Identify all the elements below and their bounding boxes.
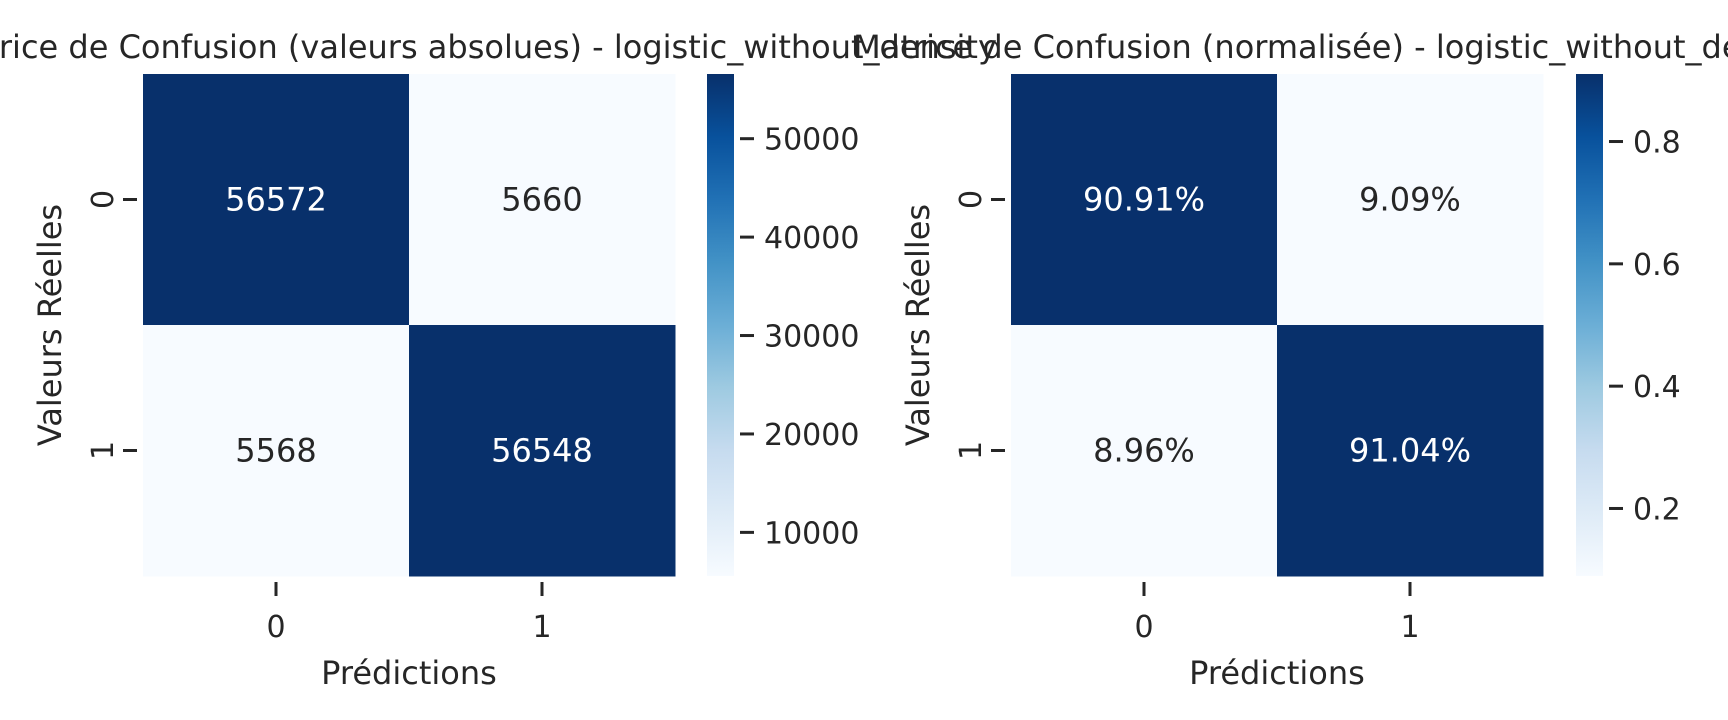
- heatmap-panel-0: Matrice de Confusion (valeurs absolues) …: [0, 28, 997, 692]
- heatmap-cell: [1011, 325, 1278, 577]
- cell-label: 5568: [235, 432, 316, 470]
- y-axis-label: Valeurs Réelles: [31, 204, 69, 446]
- heatmap-cell: [1277, 74, 1544, 326]
- heatmap-cell: [1277, 325, 1544, 577]
- y-tick-label: 1: [86, 441, 121, 460]
- chart-title: Matrice de Confusion (valeurs absolues) …: [0, 28, 997, 66]
- y-tick-label: 0: [954, 190, 989, 209]
- colorbar-tick-label: 50000: [764, 123, 859, 158]
- colorbar-tick-label: 30000: [764, 320, 859, 355]
- cell-label: 91.04%: [1349, 432, 1471, 470]
- cell-label: 5660: [501, 181, 582, 219]
- y-axis-label: Valeurs Réelles: [899, 204, 937, 446]
- colorbar-tick-label: 0.4: [1633, 370, 1681, 405]
- colorbar-tick-label: 0.8: [1633, 126, 1681, 161]
- y-tick-label: 0: [86, 190, 121, 209]
- colorbar: [707, 74, 734, 576]
- colorbar-tick-label: 0.6: [1633, 248, 1681, 283]
- colorbar-tick-label: 20000: [764, 418, 859, 453]
- cell-label: 56548: [491, 432, 593, 470]
- x-tick-label: 0: [266, 610, 285, 645]
- x-axis-label: Prédictions: [1189, 654, 1365, 692]
- heatmap-cell: [143, 74, 410, 326]
- x-axis-label: Prédictions: [321, 654, 497, 692]
- colorbar: [1576, 74, 1603, 576]
- cell-label: 90.91%: [1083, 181, 1205, 219]
- cell-label: 8.96%: [1093, 432, 1195, 470]
- cell-label: 9.09%: [1359, 181, 1461, 219]
- heatmap-panel-1: Matrice de Confusion (normalisée) - logi…: [853, 28, 1728, 692]
- x-tick-label: 1: [1400, 610, 1419, 645]
- x-tick-label: 1: [532, 610, 551, 645]
- heatmap-cell: [1011, 74, 1278, 326]
- heatmap-cell: [409, 325, 676, 577]
- chart-title: Matrice de Confusion (normalisée) - logi…: [853, 28, 1728, 66]
- y-tick-label: 1: [954, 441, 989, 460]
- x-tick-label: 0: [1134, 610, 1153, 645]
- heatmap-cell: [143, 325, 410, 577]
- colorbar-tick-label: 0.2: [1633, 492, 1681, 527]
- heatmap-cell: [409, 74, 676, 326]
- colorbar-tick-label: 40000: [764, 221, 859, 256]
- cell-label: 56572: [225, 181, 327, 219]
- colorbar-tick-label: 10000: [764, 516, 859, 551]
